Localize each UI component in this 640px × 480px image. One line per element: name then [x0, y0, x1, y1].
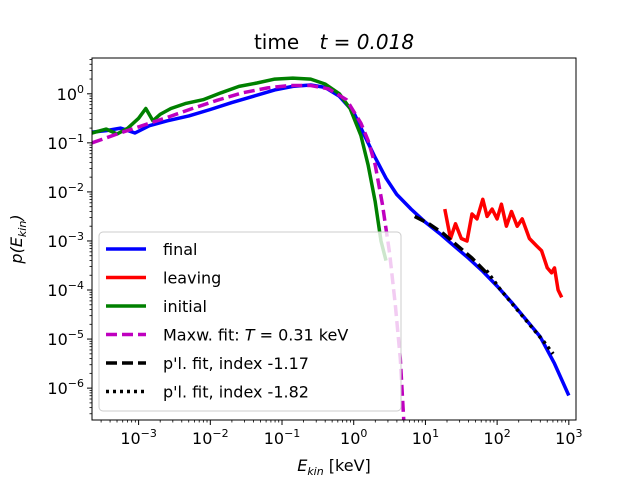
- legend-label-maxwell-fit: Maxw. fit: T = 0.31 keV: [163, 326, 348, 345]
- y-axis-label-sub: kin: [16, 221, 29, 237]
- x-axis-ticks: 10−3 10−2 10−1 100 101 102 103: [100, 420, 583, 448]
- legend-label-powerlaw-fit-1: p'l. fit, index -1.17: [163, 354, 309, 373]
- series-powerlaw-fit-2: [484, 269, 555, 355]
- legend-label-powerlaw-fit-2: p'l. fit, index -1.82: [163, 383, 309, 402]
- y-tick-label: 10−4: [47, 279, 84, 300]
- x-tick-label: 103: [555, 427, 582, 448]
- y-axis-label-pre: p(E: [7, 236, 26, 264]
- y-tick-label: 100: [57, 83, 84, 104]
- legend-label-initial: initial: [163, 297, 207, 316]
- series-powerlaw-fit-1: [413, 214, 488, 275]
- legend-label-leaving: leaving: [163, 269, 221, 288]
- legend-label-final: final: [163, 240, 197, 259]
- y-tick-label: 10−3: [47, 230, 84, 251]
- x-axis-label-unit: [keV]: [324, 456, 371, 475]
- x-tick-label: 102: [483, 427, 510, 448]
- legend: final leaving initial Maxw. fit: T = 0.31 k…: [98, 231, 402, 412]
- chart-title-time: t = 0.018: [319, 30, 414, 54]
- y-tick-label: 10−5: [47, 328, 84, 349]
- y-tick-label: 10−1: [47, 132, 84, 153]
- x-tick-label: 101: [412, 427, 439, 448]
- y-axis-ticks: 100 10−1 10−2 10−3 10−4 10−5 10−6: [47, 59, 92, 415]
- x-axis-label: Ekin [keV]: [297, 456, 371, 478]
- y-tick-label: 10−6: [47, 377, 84, 398]
- x-tick-label: 10−1: [264, 427, 301, 448]
- legend-box: [98, 231, 402, 412]
- series-initial: [92, 76, 388, 262]
- chart-title-prefix: time: [254, 30, 299, 54]
- x-tick-label: 10−2: [192, 427, 229, 448]
- y-axis-label: p(Ekin): [7, 214, 29, 264]
- y-axis-label-post: ): [7, 214, 26, 221]
- chart-title: time t = 0.018: [254, 30, 414, 54]
- series-leaving: [443, 197, 564, 299]
- x-axis-label-base: E: [297, 456, 308, 475]
- plot-frame: [91, 57, 577, 421]
- y-tick-label: 10−2: [47, 181, 84, 202]
- x-axis-label-sub: kin: [307, 465, 323, 478]
- x-tick-label: 10−3: [120, 427, 157, 448]
- x-tick-label: 100: [340, 427, 367, 448]
